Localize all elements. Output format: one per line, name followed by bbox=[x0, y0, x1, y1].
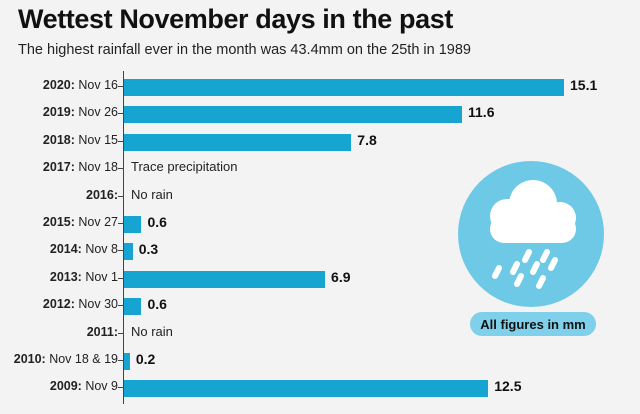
category-date: Nov 15 bbox=[74, 132, 118, 147]
bar-note: No rain bbox=[131, 186, 173, 202]
category-label: 2017: Nov 18 bbox=[43, 160, 118, 174]
category-date: Nov 18 bbox=[74, 160, 118, 175]
bar-row: 2016: No rain bbox=[0, 183, 640, 210]
data-label: 12.5 bbox=[494, 378, 522, 395]
axis-tick bbox=[118, 223, 124, 224]
bar bbox=[124, 380, 489, 398]
bar bbox=[124, 270, 326, 288]
category-year: 2016: bbox=[86, 187, 118, 202]
category-label: 2010: Nov 18 & 19 bbox=[14, 352, 118, 366]
bar-row: 2015: Nov 27 0.6 bbox=[0, 210, 640, 237]
category-date: Nov 1 bbox=[81, 269, 118, 284]
category-label: 2012: Nov 30 bbox=[43, 297, 118, 311]
category-year: 2014: bbox=[49, 242, 82, 257]
bar-row: 2014: Nov 8 0.3 bbox=[0, 237, 640, 264]
bar-row: 2013: Nov 1 6.9 bbox=[0, 265, 640, 292]
bar-note: Trace precipitation bbox=[131, 159, 238, 175]
data-label: 0.6 bbox=[147, 296, 167, 313]
category-year: 2019: bbox=[42, 105, 75, 120]
y-axis-line bbox=[123, 71, 124, 404]
category-year: 2018: bbox=[42, 132, 75, 147]
cloud-rain-icon bbox=[458, 161, 604, 307]
category-label: 2011: bbox=[87, 325, 118, 339]
bar-row: 2019: Nov 26 11.6 bbox=[0, 100, 640, 127]
bar bbox=[124, 79, 564, 96]
bar bbox=[124, 133, 352, 151]
data-label: 15.1 bbox=[570, 77, 598, 93]
axis-tick bbox=[118, 195, 124, 197]
axis-tick bbox=[118, 305, 124, 307]
category-year: 2020: bbox=[42, 78, 75, 92]
chart-title: Wettest November days in the past bbox=[18, 4, 453, 34]
category-label: 2013: Nov 1 bbox=[50, 270, 118, 284]
axis-tick bbox=[118, 277, 124, 279]
data-label: 7.8 bbox=[357, 131, 377, 148]
bar bbox=[124, 243, 133, 261]
category-label: 2015: Nov 27 bbox=[43, 215, 118, 229]
bar bbox=[124, 298, 142, 316]
category-date: Nov 30 bbox=[74, 297, 118, 312]
bar-row: 2018: Nov 15 7.8 bbox=[0, 128, 640, 155]
category-year: 2012: bbox=[42, 297, 75, 312]
axis-tick bbox=[118, 140, 124, 142]
bar-row: 2011: No rain bbox=[0, 320, 640, 347]
category-date: Nov 16 bbox=[74, 78, 118, 92]
bar-note: No rain bbox=[131, 323, 173, 339]
category-label: 2020: Nov 16 bbox=[43, 78, 118, 92]
category-label: 2016: bbox=[86, 188, 118, 202]
category-year: 2013: bbox=[49, 269, 82, 284]
bar bbox=[124, 216, 142, 233]
axis-tick bbox=[118, 332, 124, 334]
axis-tick bbox=[118, 250, 124, 252]
bar bbox=[124, 106, 462, 124]
bar-row: 2020: Nov 16 15.1 bbox=[0, 73, 640, 100]
bar-row: 2017: Nov 18 Trace precipitation bbox=[0, 155, 640, 182]
category-year: 2011: bbox=[86, 324, 118, 339]
units-badge: All figures in mm bbox=[470, 312, 596, 336]
category-date: Nov 27 bbox=[74, 215, 118, 229]
axis-tick bbox=[118, 360, 124, 361]
category-date: Nov 26 bbox=[74, 105, 118, 120]
category-year: 2010: bbox=[13, 352, 46, 366]
axis-tick bbox=[118, 86, 124, 87]
axis-tick bbox=[118, 113, 124, 115]
bar-row: 2012: Nov 30 0.6 bbox=[0, 292, 640, 319]
data-label: 0.6 bbox=[147, 214, 167, 230]
data-label: 6.9 bbox=[331, 268, 351, 285]
data-label: 0.3 bbox=[138, 241, 159, 258]
cloud-shape bbox=[490, 180, 576, 243]
category-year: 2009: bbox=[49, 379, 82, 394]
category-year: 2015: bbox=[42, 215, 75, 229]
axis-tick bbox=[118, 168, 124, 170]
rain-drops bbox=[492, 249, 558, 289]
category-label: 2019: Nov 26 bbox=[43, 105, 118, 119]
bar bbox=[124, 353, 130, 370]
category-label: 2018: Nov 15 bbox=[43, 133, 118, 147]
category-label: 2009: Nov 9 bbox=[50, 379, 118, 393]
axis-tick bbox=[118, 387, 124, 389]
category-date: Nov 9 bbox=[81, 379, 118, 394]
category-date: Nov 8 bbox=[81, 242, 118, 257]
category-year: 2017: bbox=[42, 160, 75, 175]
bar-row: 2010: Nov 18 & 19 0.2 bbox=[0, 347, 640, 374]
chart-subtitle: The highest rainfall ever in the month w… bbox=[18, 42, 471, 58]
data-label: 11.6 bbox=[468, 104, 495, 121]
category-label: 2014: Nov 8 bbox=[50, 242, 118, 256]
data-label: 0.2 bbox=[135, 351, 156, 367]
bar-row: 2009: Nov 9 12.5 bbox=[0, 374, 640, 401]
category-date: Nov 18 & 19 bbox=[45, 352, 118, 366]
